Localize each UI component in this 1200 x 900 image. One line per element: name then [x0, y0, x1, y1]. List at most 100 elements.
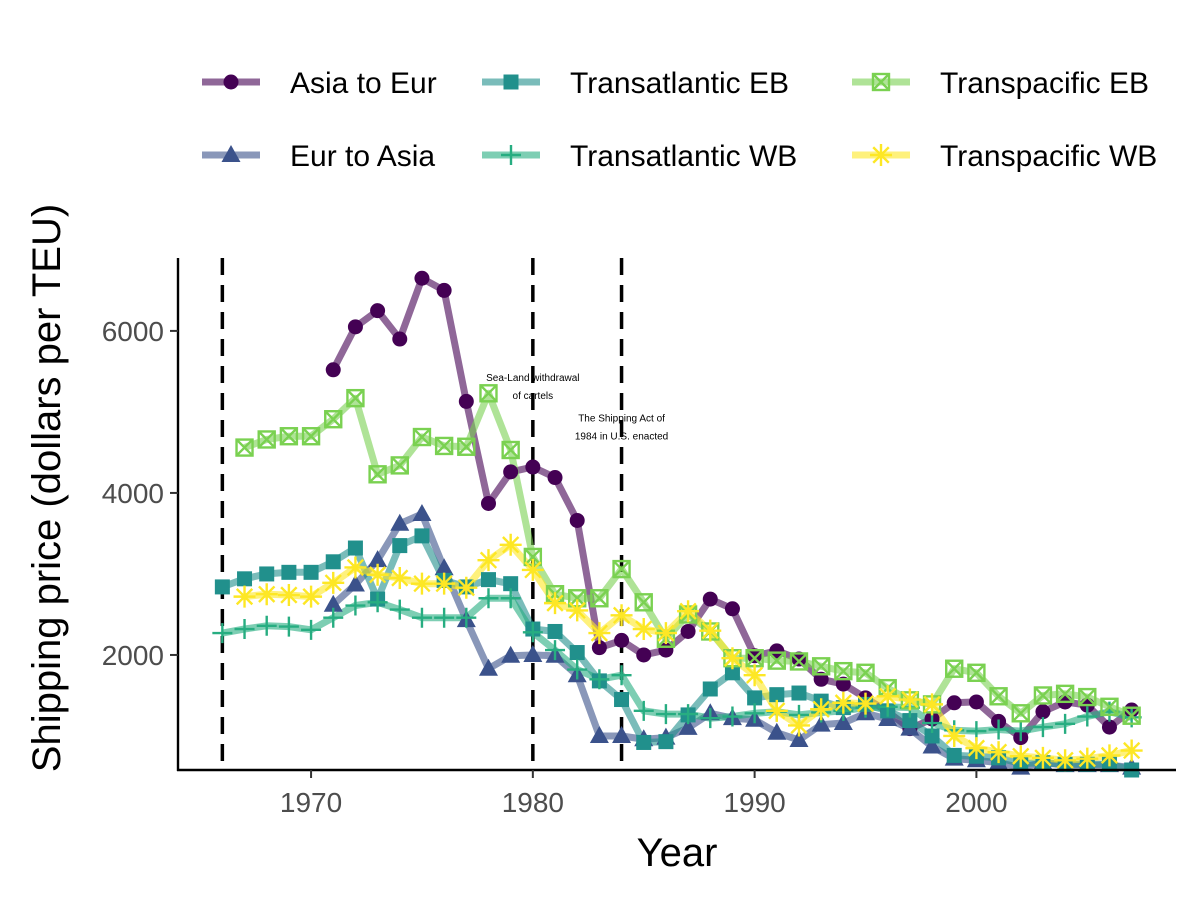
data-point-transpacific-wb-1972-shape [344, 556, 367, 579]
data-point-transpacific-wb-1977 [455, 576, 478, 599]
data-point-asia-to-eur-1977 [458, 393, 474, 409]
data-point-transatlantic-eb-1978 [480, 572, 496, 588]
data-point-eur-to-asia-1976 [434, 558, 454, 576]
data-point-eur-to-asia-1984-shape [612, 725, 632, 743]
data-point-transatlantic-eb-1968-shape [259, 566, 275, 582]
data-point-transpacific-wb-1986 [654, 622, 677, 645]
data-point-transpacific-eb-1972 [346, 388, 365, 408]
data-point-transatlantic-wb-1969 [278, 616, 299, 637]
data-point-transpacific-eb-1975-cross [413, 428, 431, 446]
data-point-transpacific-eb-2001-cross [989, 687, 1008, 706]
data-point-transatlantic-wb-1974-shape [389, 599, 410, 620]
data-point-asia-to-eur-1972 [347, 319, 363, 335]
legend-key-marker-transpacific-eb-box [871, 72, 891, 92]
data-point-transatlantic-wb-2003-shape [1032, 717, 1053, 738]
legend-label-transatlantic-wb: Transatlantic WB [570, 140, 797, 173]
data-point-transpacific-wb-1996 [876, 685, 899, 708]
data-point-transpacific-eb-2005-box [1078, 687, 1097, 707]
data-point-eur-to-asia-1984 [612, 725, 632, 743]
x-tick-label-1970: 1970 [280, 787, 342, 818]
data-point-eur-to-asia-1974 [390, 513, 410, 531]
annotation-1-line-1: 1984 in U.S. enacted [575, 432, 668, 443]
data-point-asia-to-eur-1982 [569, 512, 585, 528]
data-point-transpacific-wb-1985 [632, 618, 655, 641]
data-point-transpacific-eb-1980-cross [523, 548, 542, 566]
data-point-transpacific-wb-1985-shape [632, 618, 655, 641]
data-point-transatlantic-wb-2002-shape [1010, 721, 1031, 742]
data-point-transpacific-eb-1977-box [457, 437, 476, 456]
data-point-transpacific-eb-1991-cross [767, 651, 786, 670]
data-point-transpacific-wb-1976 [433, 572, 456, 595]
data-point-transatlantic-wb-2006-shape [1099, 701, 1120, 722]
data-point-transpacific-wb-1981-shape [544, 592, 567, 615]
data-point-transpacific-wb-1990 [743, 664, 766, 687]
data-point-transpacific-eb-1975-box [412, 427, 432, 447]
data-point-transatlantic-eb-1986 [658, 734, 674, 750]
data-point-transpacific-eb-2007-box [1122, 706, 1141, 725]
data-point-transatlantic-wb-1978-shape [478, 588, 499, 609]
data-point-transpacific-eb-1992-cross [790, 652, 808, 671]
data-point-transatlantic-wb-1977 [456, 607, 477, 628]
data-point-transatlantic-eb-1972-shape [347, 540, 363, 556]
data-point-transpacific-wb-1967 [233, 585, 256, 608]
data-point-asia-to-eur-1982-shape [569, 512, 585, 528]
data-point-transatlantic-eb-1979-shape [503, 576, 519, 592]
data-point-asia-to-eur-1978 [480, 495, 496, 511]
data-point-transpacific-wb-2004 [1054, 749, 1077, 772]
data-point-transpacific-wb-1997-shape [898, 688, 921, 711]
data-point-eur-to-asia-1976-shape [434, 558, 454, 576]
series-points-transpacific-wb [233, 533, 1143, 772]
data-point-transatlantic-wb-1985-shape [633, 700, 654, 721]
data-point-transpacific-eb-1968-cross [257, 430, 276, 449]
data-point-eur-to-asia-1971-shape [323, 594, 343, 612]
data-point-transpacific-wb-1987-shape [677, 600, 700, 623]
data-point-eur-to-asia-1972 [345, 574, 365, 592]
data-point-transatlantic-eb-1988-shape [702, 681, 718, 697]
data-point-transatlantic-wb-1981-shape [545, 640, 566, 661]
data-point-transpacific-wb-2000-shape [965, 737, 988, 760]
data-point-transpacific-eb-2005-cross [1078, 688, 1097, 706]
data-point-transatlantic-wb-1966-shape [212, 623, 233, 644]
data-point-transpacific-eb-1969-box [279, 427, 299, 446]
data-point-asia-to-eur-1991 [769, 643, 785, 659]
data-point-asia-to-eur-2000-shape [968, 694, 984, 710]
data-point-eur-to-asia-1993 [811, 714, 831, 732]
data-point-transpacific-wb-1983-shape [588, 622, 611, 645]
data-point-eur-to-asia-1973-shape [368, 550, 388, 568]
data-point-transatlantic-wb-1975-shape [411, 607, 432, 628]
annotation-0-line-0: Sea-Land withdrawal [486, 373, 579, 384]
data-point-asia-to-eur-2003 [1035, 704, 1051, 720]
data-point-transpacific-wb-1993 [810, 698, 833, 721]
data-point-transpacific-wb-1975-shape [410, 572, 433, 595]
data-point-eur-to-asia-1994 [833, 713, 853, 731]
data-point-eur-to-asia-1987-shape [678, 717, 698, 735]
data-point-transpacific-eb-2006-box [1100, 697, 1119, 717]
data-point-transpacific-wb-2000 [965, 737, 988, 760]
data-point-transpacific-wb-1984-shape [610, 604, 633, 627]
series-lines [221, 274, 1134, 774]
data-point-asia-to-eur-1992-shape [791, 651, 807, 667]
data-point-asia-to-eur-1979-shape [503, 464, 519, 480]
data-point-transatlantic-wb-1974 [389, 599, 410, 620]
data-point-transatlantic-eb-1974-shape [392, 538, 408, 554]
data-point-transatlantic-wb-1998-shape [922, 713, 943, 734]
data-point-transpacific-eb-1977-cross [457, 437, 476, 456]
legend-item-asia-to-eur: Asia to Eur [202, 67, 437, 100]
data-point-transatlantic-eb-1969-shape [281, 564, 297, 580]
data-point-transpacific-wb-1988 [699, 619, 722, 642]
data-point-transpacific-eb-1967-cross [235, 438, 254, 457]
data-point-asia-to-eur-2006 [1101, 719, 1117, 735]
data-point-transatlantic-wb-1975 [411, 607, 432, 628]
data-point-transatlantic-eb-1985-shape [636, 734, 652, 750]
data-point-transatlantic-wb-1985 [633, 700, 654, 721]
data-point-eur-to-asia-1980 [523, 644, 543, 662]
data-point-transatlantic-eb-1971 [325, 554, 341, 570]
data-point-transatlantic-eb-1982-shape [569, 645, 585, 661]
data-point-transpacific-wb-2001-shape [987, 741, 1010, 764]
legend-item-transatlantic-eb: Transatlantic EB [482, 67, 789, 100]
data-point-transpacific-wb-1969-shape [277, 584, 300, 607]
x-tick-label-1990: 1990 [723, 787, 785, 818]
data-point-transatlantic-eb-1971-shape [325, 554, 341, 570]
data-point-transpacific-wb-1989-shape [721, 647, 744, 670]
